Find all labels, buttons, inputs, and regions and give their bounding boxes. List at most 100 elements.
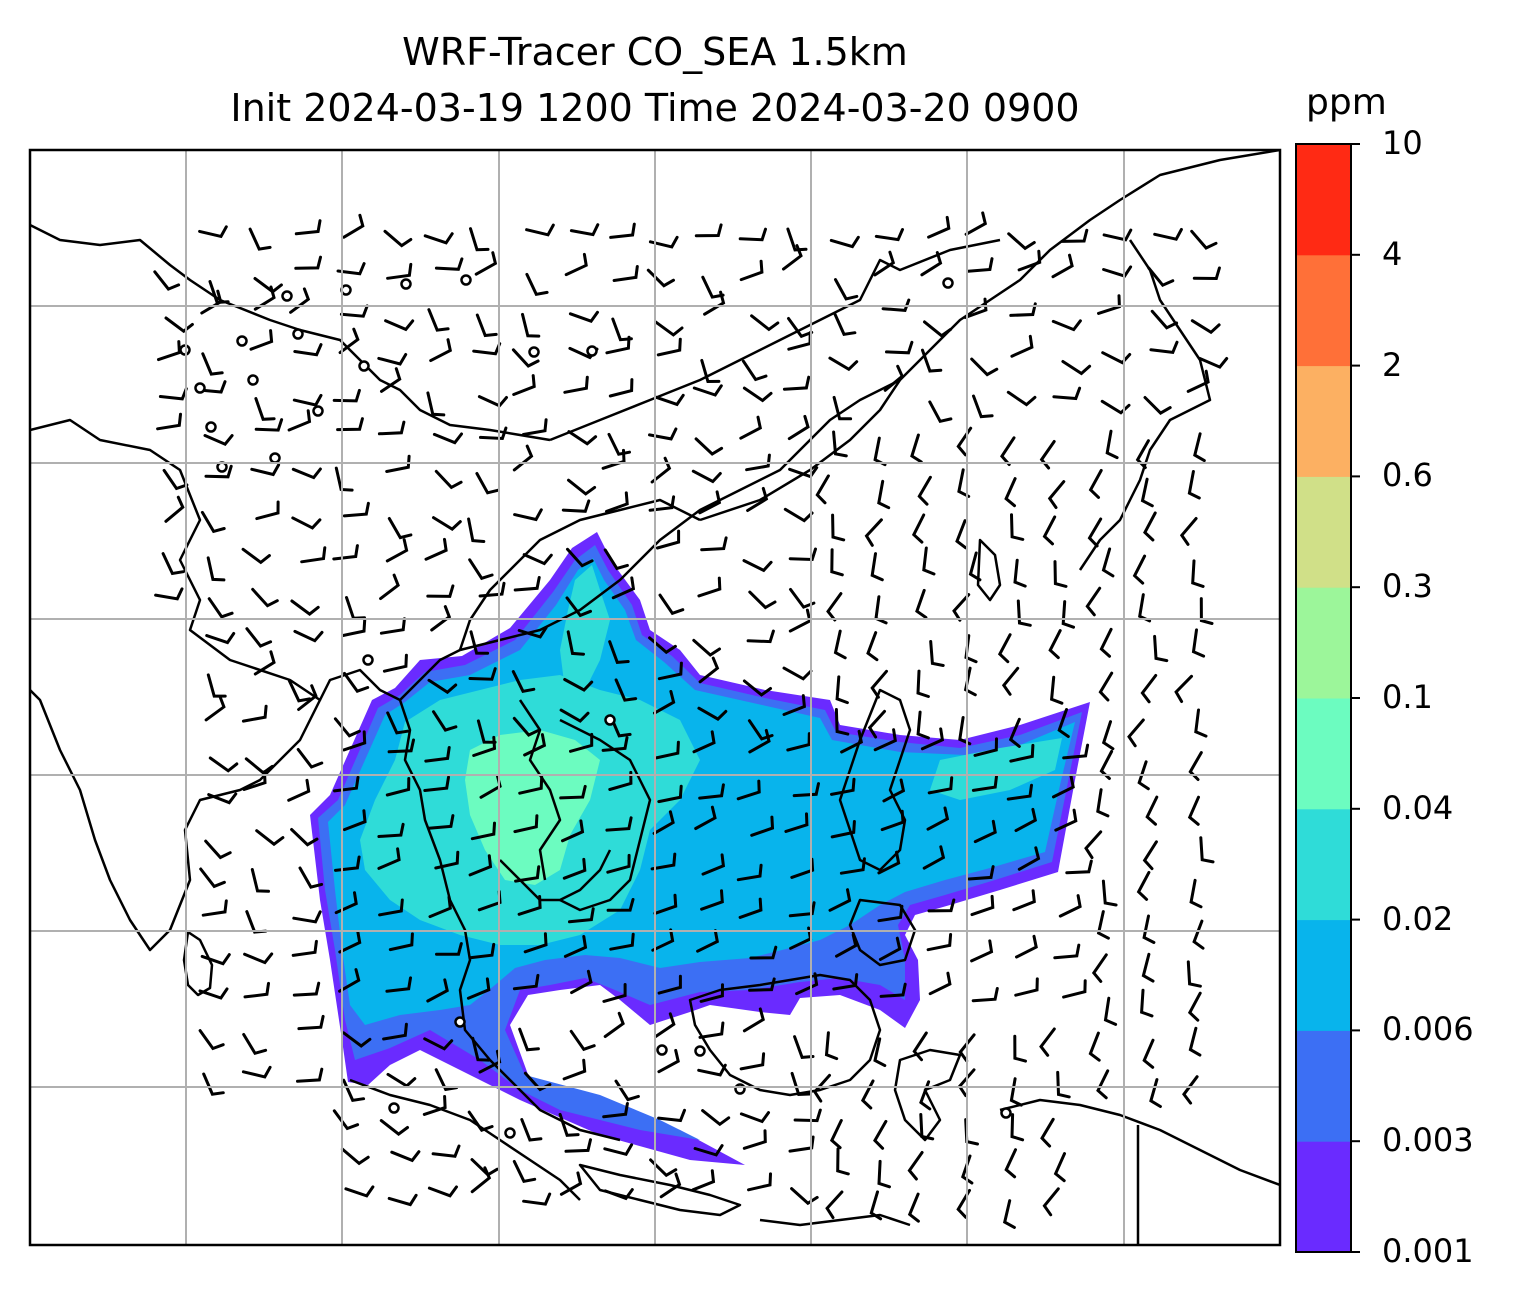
wind-barb bbox=[468, 667, 497, 681]
wind-barb bbox=[517, 626, 548, 639]
wind-barb bbox=[928, 971, 952, 996]
wind-barb bbox=[793, 1035, 815, 1059]
wind-barb bbox=[518, 1027, 540, 1052]
wind-barb bbox=[603, 1143, 634, 1157]
colorbar-tick-label: 0.3 bbox=[1382, 567, 1433, 606]
wind-barb bbox=[970, 894, 995, 917]
wind-barb bbox=[1062, 979, 1087, 999]
wind-barb bbox=[525, 223, 555, 237]
wind-barb bbox=[342, 1031, 372, 1048]
wind-barb bbox=[1102, 228, 1133, 242]
wind-barb bbox=[200, 953, 231, 966]
wind-barb bbox=[608, 378, 634, 398]
wind-barb bbox=[379, 573, 400, 601]
wind-barb bbox=[1002, 1199, 1016, 1229]
calm-wind-circle bbox=[942, 277, 954, 289]
map-title-line-1: WRF-Tracer CO_SEA 1.5km bbox=[402, 30, 908, 74]
wind-barb bbox=[559, 708, 590, 723]
wind-barb bbox=[477, 395, 508, 408]
wind-barb bbox=[385, 538, 409, 563]
wind-barb bbox=[1186, 369, 1210, 393]
wind-barb bbox=[970, 357, 999, 377]
wind-barb bbox=[1051, 319, 1082, 332]
colorbar-tick-label: 4 bbox=[1382, 234, 1403, 273]
wind-barb bbox=[1179, 517, 1198, 546]
wind-barb bbox=[1140, 674, 1158, 704]
wind-barb bbox=[699, 983, 724, 1003]
wind-barb bbox=[1088, 469, 1103, 499]
wind-barb bbox=[422, 1095, 447, 1116]
wind-barb bbox=[877, 850, 901, 875]
wind-barb bbox=[698, 490, 722, 515]
wind-barb bbox=[659, 1172, 682, 1199]
border-himalaya bbox=[30, 223, 551, 442]
wind-barb bbox=[1136, 870, 1151, 901]
wind-barb bbox=[873, 250, 896, 277]
wind-barb bbox=[646, 268, 675, 288]
wind-barb bbox=[164, 495, 185, 523]
wind-barb bbox=[1014, 977, 1039, 997]
wind-barb bbox=[1103, 996, 1118, 1026]
wind-barb bbox=[564, 1138, 592, 1153]
wind-barb bbox=[920, 251, 943, 277]
wind-barb bbox=[522, 553, 553, 566]
wind-barb bbox=[475, 472, 500, 495]
wind-barb bbox=[1141, 952, 1155, 983]
border-myanmar-china bbox=[458, 498, 701, 651]
wind-barb bbox=[1042, 1187, 1060, 1217]
wind-barb bbox=[511, 670, 536, 693]
coastline-lesser-sunda bbox=[759, 1213, 911, 1227]
wind-barb bbox=[877, 904, 904, 923]
wind-barb bbox=[928, 400, 953, 424]
wind-barb bbox=[653, 690, 676, 715]
wind-barb bbox=[206, 673, 227, 698]
colorbar-tick-label: 2 bbox=[1382, 345, 1403, 384]
wind-barb bbox=[860, 1079, 875, 1110]
wind-barb bbox=[833, 629, 847, 660]
wind-barb bbox=[694, 805, 717, 830]
wind-barb bbox=[1008, 717, 1021, 748]
colorbar-segment bbox=[1296, 1141, 1351, 1253]
wind-barb bbox=[656, 337, 682, 357]
wind-barb bbox=[782, 244, 803, 271]
wind-barb bbox=[1087, 517, 1103, 548]
wind-barb bbox=[750, 815, 775, 837]
colorbar-tick-label: 0.6 bbox=[1382, 456, 1433, 495]
wind-barb bbox=[828, 888, 852, 912]
wind-barb bbox=[745, 453, 771, 472]
wind-barb bbox=[204, 695, 226, 722]
wind-barb bbox=[1189, 878, 1203, 909]
wind-barb bbox=[207, 597, 234, 619]
wind-barb bbox=[1193, 432, 1206, 463]
wind-barb bbox=[430, 605, 452, 632]
border-china-north bbox=[549, 238, 1001, 442]
wind-barb bbox=[828, 356, 859, 372]
wind-barb bbox=[564, 252, 588, 277]
wind-barb bbox=[434, 850, 460, 870]
wind-barb bbox=[873, 1119, 888, 1150]
wind-barb bbox=[342, 809, 367, 832]
wind-barb bbox=[332, 544, 359, 561]
wind-barb bbox=[204, 464, 233, 479]
wind-barb bbox=[244, 757, 274, 775]
wind-barb bbox=[378, 898, 404, 917]
wind-barb bbox=[424, 746, 451, 763]
wind-barb bbox=[874, 228, 904, 242]
wind-barb bbox=[426, 391, 446, 417]
wind-barb bbox=[750, 314, 780, 332]
wind-barb bbox=[470, 821, 496, 841]
wind-barb bbox=[878, 936, 902, 961]
wind-barb bbox=[523, 733, 547, 757]
wind-barb bbox=[929, 640, 945, 667]
wind-barb bbox=[472, 342, 502, 356]
wind-barb bbox=[290, 828, 319, 847]
wind-barb bbox=[566, 547, 594, 568]
wind-barb bbox=[1102, 265, 1133, 278]
wind-barb bbox=[608, 770, 633, 791]
wind-barb bbox=[1174, 674, 1193, 703]
wind-barb bbox=[1088, 1031, 1101, 1062]
wind-barb bbox=[428, 895, 452, 919]
wind-barb bbox=[296, 748, 324, 769]
wind-barb bbox=[608, 640, 630, 664]
